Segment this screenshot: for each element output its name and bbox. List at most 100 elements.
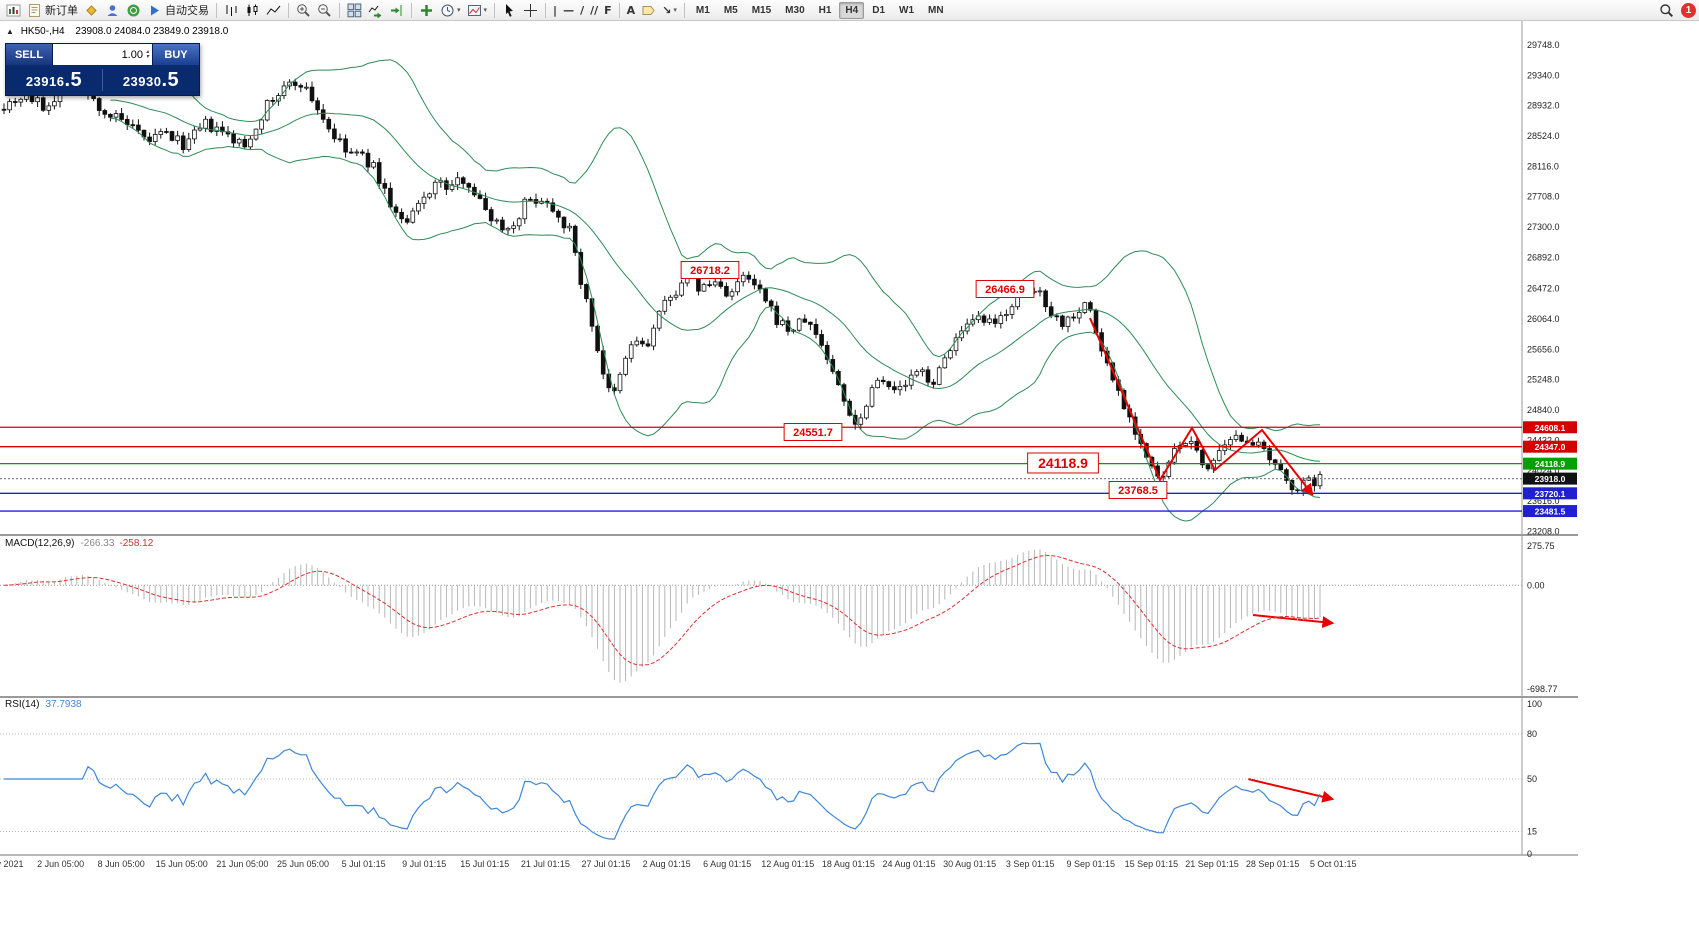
volume-input[interactable]: 1.00 ▴ ▾ [53,44,152,65]
fibonacci-button[interactable]: F [604,3,612,17]
price-callout[interactable] [1027,452,1099,474]
toolbar-separator [411,2,412,18]
template-icon [467,4,481,16]
time-axis-label: 24 Aug 01:15 [882,859,935,869]
rsi-value: 37.7938 [45,699,82,710]
price-trend-arrow[interactable] [1089,317,1314,496]
arrows-button[interactable]: ↘ ▾ [662,3,677,17]
timeframe-h1[interactable]: H1 [818,4,832,16]
navigator-icon [107,4,118,16]
time-axis-label: 7 May 2021 [0,859,24,869]
templates-dropdown[interactable]: ▾ [465,1,490,20]
timeframe-m15[interactable]: M15 [751,4,772,16]
price-callout[interactable] [680,261,740,279]
buy-button[interactable]: BUY [152,44,199,65]
svg-text:24118.9: 24118.9 [1535,459,1566,469]
timeframe-m1[interactable]: M1 [695,4,710,16]
price-box-24347.0 [1523,440,1577,453]
zoom-in-button[interactable] [294,1,313,20]
periods-dropdown[interactable]: ▾ [438,1,463,20]
macd-value: -266.33 [80,538,115,549]
time-axis-label: 27 Jul 01:15 [581,859,630,869]
search-button[interactable] [1657,1,1676,20]
svg-text:26718.2: 26718.2 [690,265,730,277]
vertical-line-button[interactable]: | [553,3,558,17]
rsi-trend-arrow[interactable] [1247,778,1335,803]
bar-chart-mode-button[interactable] [222,1,241,20]
timeframe-m30[interactable]: M30 [785,4,805,16]
ohlc-values: 23908.0 24084.0 23849.0 23918.0 [75,26,229,37]
price-tick-label: 29340.0 [1527,70,1560,80]
price-tick-label: 27708.0 [1527,192,1560,202]
svg-text:23768.5: 23768.5 [1118,485,1158,497]
horizontal-line-button[interactable]: — [563,3,575,17]
svg-text:23720.1: 23720.1 [1535,489,1566,499]
time-axis-label: 21 Jun 05:00 [216,859,268,869]
toolbar-separator [494,2,496,18]
chevron-down-icon: ▾ [457,7,461,14]
text-button[interactable]: A [626,3,636,17]
toolbar-separator [216,2,217,18]
rsi-line [4,742,1321,840]
new-chart-button[interactable] [4,1,23,20]
cursor-icon [506,3,514,17]
zoom-out-button[interactable] [315,1,334,20]
crosshair-button[interactable] [521,1,540,20]
new-order-button[interactable]: 新订单 [25,1,80,20]
community-button[interactable] [124,1,143,20]
chart-shift-button[interactable] [387,1,406,20]
equidistant-channel-button[interactable]: // [590,3,599,17]
volume-spinner[interactable]: ▴ ▾ [145,48,149,60]
svg-text:24551.7: 24551.7 [793,427,833,439]
price-callout[interactable] [783,423,843,441]
time-axis-label: 25 Jun 05:00 [277,859,329,869]
toolbar-left-group: 新订单 自动交易 ▾ ▾ | — ///F A ↘ ▾ [3,0,689,20]
price-tick-label: 24432.0 [1527,435,1560,445]
price-tick-label: 28116.0 [1527,161,1559,171]
timeframe-d1[interactable]: D1 [872,4,886,16]
macd-histogram [9,549,1321,683]
price-callout[interactable] [975,280,1035,298]
price-tick-label: 23208.0 [1527,526,1560,536]
price-tick-label: 26892.0 [1527,252,1560,262]
time-axis-label: 15 Sep 01:15 [1125,859,1179,869]
svg-text:23481.5: 23481.5 [1535,507,1566,517]
notification-badge[interactable]: 1 [1681,2,1696,18]
quote-panel-toggle[interactable]: ▲ [6,27,14,36]
navigator-button[interactable] [103,1,122,20]
sell-button[interactable]: SELL [6,44,53,65]
price-callout[interactable] [1108,481,1168,499]
time-axis-label: 3 Sep 01:15 [1006,859,1055,869]
tile-windows-button[interactable] [345,1,364,20]
chevron-down-icon: ▾ [483,7,488,14]
play-icon [151,5,159,15]
time-axis-label: 21 Sep 01:15 [1185,859,1239,869]
line-chart-mode-button[interactable] [264,1,283,20]
timeframe-h4[interactable]: H4 [839,1,865,19]
timeframe-mn[interactable]: MN [928,4,944,16]
trendline-button[interactable]: / [580,3,585,17]
market-watch-button[interactable] [82,1,101,20]
macd-trend-arrow[interactable] [1252,614,1335,629]
new-indicator-button[interactable] [417,1,436,20]
candlestick-mode-button[interactable] [243,1,262,20]
autotrading-button[interactable]: 自动交易 [145,1,211,20]
timeframe-m5[interactable]: M5 [723,4,738,16]
timeframe-w1[interactable]: W1 [899,4,915,16]
time-axis-label: 5 Jul 01:15 [342,859,386,869]
search-icon [1660,3,1674,17]
volume-up-icon[interactable]: ▴ [145,48,149,55]
time-axis-label: 12 Aug 01:15 [761,859,814,869]
auto-scroll-button[interactable] [366,1,385,20]
volume-down-icon[interactable]: ▾ [145,53,149,60]
text-label-button[interactable] [639,1,658,20]
rsi-axis-label: 100 [1527,699,1542,709]
macd-axis-label: 275.75 [1527,541,1555,551]
time-axis-label: 9 Jul 01:15 [402,859,446,869]
toolbar-separator [288,2,289,18]
time-axis-label: 2 Aug 01:15 [643,859,691,869]
time-axis-label: 18 Aug 01:15 [822,859,875,869]
cursor-button[interactable] [500,1,519,20]
